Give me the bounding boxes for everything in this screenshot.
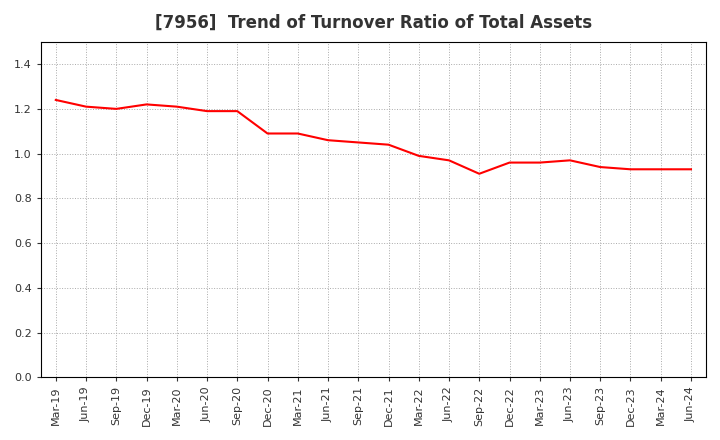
- Title: [7956]  Trend of Turnover Ratio of Total Assets: [7956] Trend of Turnover Ratio of Total …: [155, 14, 592, 32]
